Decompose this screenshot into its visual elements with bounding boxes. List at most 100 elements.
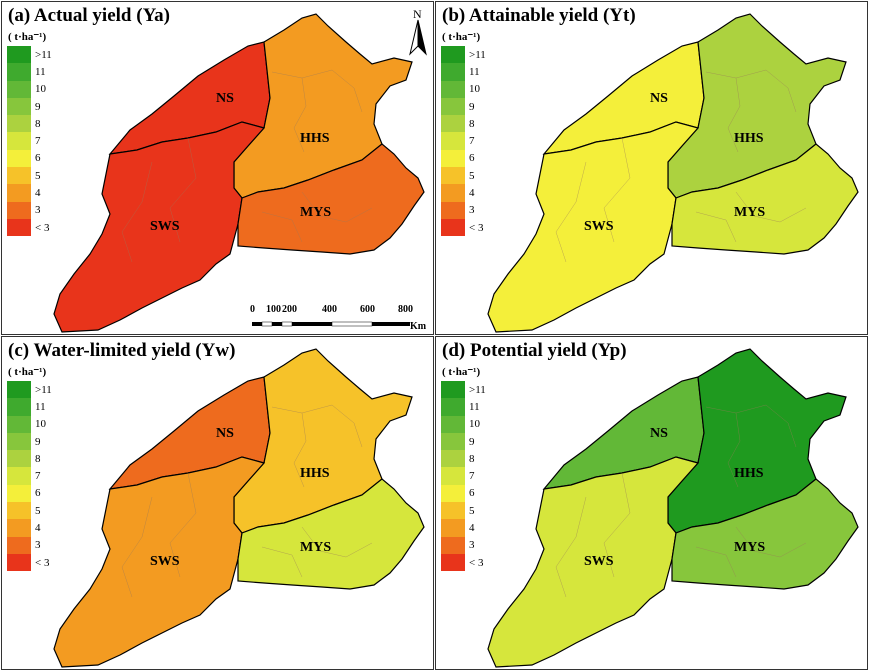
legend-label: 6 bbox=[469, 152, 475, 165]
legend-swatch bbox=[441, 80, 465, 98]
legend-label: >11 bbox=[469, 48, 486, 61]
legend-row: 9 bbox=[7, 97, 52, 116]
legend-label: 10 bbox=[35, 418, 46, 431]
legend-row: < 3 bbox=[7, 218, 52, 237]
legend-label: 6 bbox=[469, 487, 475, 500]
scale-bar: 0 100 200 400 600 800 Km bbox=[250, 304, 427, 332]
subregion-border bbox=[301, 191, 373, 223]
panel-potential-yield: NS HHS SWS MYS (d) Potential yield (Yp) ( t… bbox=[435, 336, 868, 670]
subregion-border bbox=[121, 496, 153, 598]
subregion-border bbox=[301, 526, 373, 558]
legend-label: 9 bbox=[469, 100, 475, 113]
panel-title: (d) Potential yield (Yp) bbox=[442, 340, 627, 361]
legend-label: 4 bbox=[35, 187, 41, 200]
legend-swatch bbox=[441, 115, 465, 133]
region-sws bbox=[487, 121, 700, 333]
panel-attainable-yield: NS HHS SWS MYS (b) Attainable yield (Yt) ( … bbox=[435, 1, 868, 335]
scale-tick-200: 200 bbox=[282, 304, 297, 315]
panel-actual-yield: NS HHS SWS MYS (a) Actual yield (Ya) ( t·ha… bbox=[1, 1, 434, 335]
legend-label: 6 bbox=[35, 487, 41, 500]
region-label-mys: MYS bbox=[734, 205, 765, 220]
scale-tick-600: 600 bbox=[360, 304, 375, 315]
legend-label: 4 bbox=[469, 522, 475, 535]
region-label-ns: NS bbox=[216, 91, 234, 106]
legend-swatch bbox=[7, 484, 31, 503]
legend-row: 9 bbox=[7, 432, 52, 451]
legend-label: 11 bbox=[469, 65, 480, 78]
legend-label: < 3 bbox=[469, 221, 484, 234]
legend-swatch bbox=[7, 432, 31, 451]
legend-swatch bbox=[441, 218, 465, 237]
region-mys bbox=[237, 143, 425, 255]
legend-swatch bbox=[7, 553, 31, 572]
region-label-sws: SWS bbox=[584, 219, 614, 234]
legend-label: 3 bbox=[35, 539, 41, 552]
legend-swatch bbox=[7, 201, 31, 219]
region-sws bbox=[487, 456, 700, 668]
legend-row: 11 bbox=[7, 398, 52, 416]
legend-label: 8 bbox=[35, 452, 41, 465]
legend-row: 3 bbox=[441, 201, 486, 219]
legend-label: 10 bbox=[35, 83, 46, 96]
legend-swatch bbox=[7, 132, 31, 150]
scale-unit: Km bbox=[410, 321, 427, 332]
legend-swatch bbox=[7, 218, 31, 237]
region-label-mys: MYS bbox=[300, 540, 331, 555]
subregion-border bbox=[169, 137, 197, 243]
legend-row: < 3 bbox=[7, 553, 52, 572]
subregion-border bbox=[555, 161, 587, 263]
legend-swatch bbox=[7, 63, 31, 81]
legend-label: >11 bbox=[35, 48, 52, 61]
legend-row: 6 bbox=[7, 149, 52, 168]
legend-label: 10 bbox=[469, 83, 480, 96]
region-label-ns: NS bbox=[650, 426, 668, 441]
region-label-sws: SWS bbox=[584, 554, 614, 569]
legend-swatch bbox=[7, 536, 31, 554]
legend-label: 11 bbox=[35, 400, 46, 413]
legend-label: 8 bbox=[469, 117, 475, 130]
legend-label: 7 bbox=[469, 135, 475, 148]
legend-row: 9 bbox=[441, 97, 486, 116]
legend-row: 10 bbox=[7, 415, 52, 433]
subregion-border bbox=[293, 77, 307, 153]
legend-row: 8 bbox=[7, 450, 52, 468]
legend-swatch bbox=[7, 115, 31, 133]
legend-swatch bbox=[7, 149, 31, 168]
map-actual-yield: NS HHS SWS MYS bbox=[53, 13, 425, 333]
subregion-border bbox=[555, 496, 587, 598]
region-label-ns: NS bbox=[216, 426, 234, 441]
legend-label: >11 bbox=[35, 383, 52, 396]
color-legend: >11 11 10 9 8 7 6 5 4 3 < 3 bbox=[7, 381, 52, 572]
legend-row: 11 bbox=[7, 63, 52, 81]
subregion-border bbox=[705, 404, 797, 448]
legend-row: >11 bbox=[7, 46, 52, 64]
region-label-mys: MYS bbox=[300, 205, 331, 220]
legend-label: 11 bbox=[469, 400, 480, 413]
legend-swatch bbox=[441, 432, 465, 451]
subregion-border bbox=[705, 69, 797, 113]
legend-label: 5 bbox=[35, 504, 41, 517]
legend-swatch bbox=[441, 484, 465, 503]
subregion-border bbox=[695, 211, 737, 243]
legend-unit: ( t·ha⁻¹) bbox=[8, 31, 47, 43]
legend-row: 4 bbox=[7, 519, 52, 537]
legend-row: 7 bbox=[7, 467, 52, 485]
legend-row: 4 bbox=[7, 184, 52, 202]
legend-label: 5 bbox=[35, 169, 41, 182]
legend-swatch bbox=[441, 502, 465, 520]
region-mys bbox=[671, 143, 859, 255]
map-water-limited-yield: NS HHS SWS MYS bbox=[53, 348, 425, 668]
legend-label: >11 bbox=[469, 383, 486, 396]
legend-label: 7 bbox=[35, 135, 41, 148]
region-label-ns: NS bbox=[650, 91, 668, 106]
legend-row: 3 bbox=[7, 536, 52, 554]
legend-label: 9 bbox=[469, 435, 475, 448]
legend-label: 7 bbox=[469, 470, 475, 483]
legend-swatch bbox=[7, 502, 31, 520]
legend-swatch bbox=[7, 184, 31, 202]
subregion-border bbox=[271, 404, 363, 448]
region-label-sws: SWS bbox=[150, 219, 180, 234]
scale-tick-100: 100 bbox=[266, 304, 281, 315]
legend-unit: ( t·ha⁻¹) bbox=[442, 366, 481, 378]
